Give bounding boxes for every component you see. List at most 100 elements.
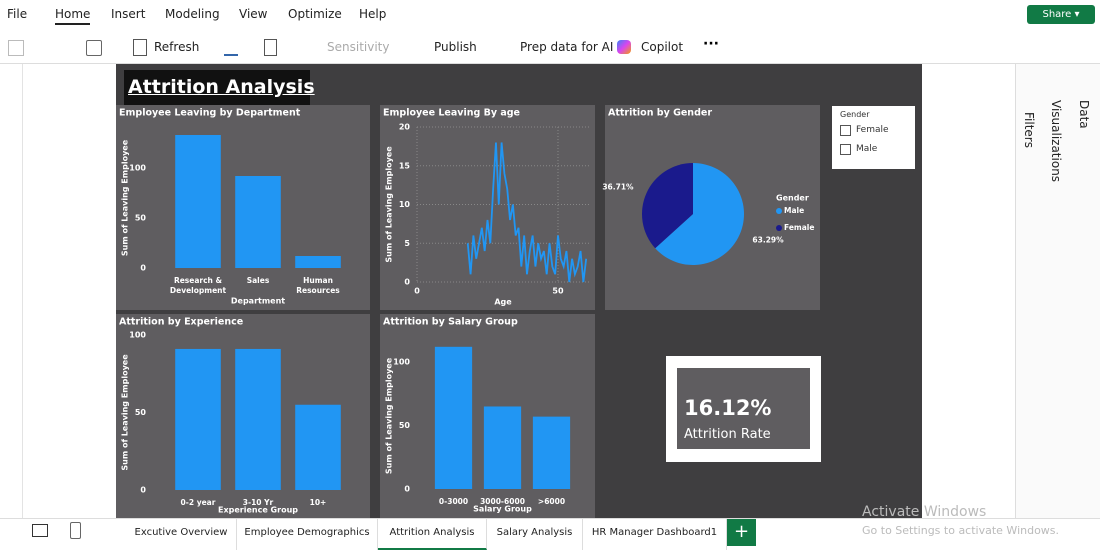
x-tick-label: >6000 <box>537 497 566 506</box>
menu-item[interactable]: Modeling <box>165 7 220 21</box>
chart-title: Attrition by Salary Group <box>383 317 518 328</box>
y-tick-label: 50 <box>135 408 147 417</box>
page-tab[interactable]: Excutive Overview <box>126 518 237 550</box>
copilot-button[interactable]: Copilot <box>641 40 684 54</box>
y-tick-label: 100 <box>393 358 410 367</box>
menu-bar <box>0 0 1100 31</box>
menu-item[interactable]: Insert <box>111 7 146 21</box>
bar <box>295 404 341 490</box>
legend-swatch <box>776 208 782 214</box>
more-button[interactable]: ··· <box>703 36 719 52</box>
slicer-option[interactable]: Female <box>856 125 889 135</box>
data-label: 36.71% <box>602 183 634 192</box>
card-value: 16.12% <box>684 396 772 420</box>
x-tick-label: 10+ <box>309 498 327 507</box>
x-axis-label: Experience Group <box>218 506 298 515</box>
page-title: Attrition Analysis <box>128 76 315 98</box>
menu-item[interactable]: Optimize <box>288 7 342 21</box>
menu-item[interactable]: View <box>239 7 268 21</box>
share-label: Share <box>1042 9 1072 20</box>
data-label: 63.29% <box>752 235 784 244</box>
legend-label: Female <box>784 223 814 232</box>
pie-slice <box>655 162 745 265</box>
page-tab[interactable]: Salary Analysis <box>487 518 583 550</box>
bar <box>434 346 473 489</box>
menu-item[interactable]: Help <box>359 7 387 21</box>
x-tick-label: Human Resources <box>296 276 340 295</box>
y-tick-label: 15 <box>399 161 411 170</box>
x-axis-label: Department <box>231 297 285 306</box>
legend-label: Male <box>784 206 804 215</box>
checkbox[interactable] <box>840 144 851 155</box>
x-tick-label: 3-10 Yr <box>242 498 274 507</box>
pane-label[interactable]: Filters <box>1022 112 1036 148</box>
y-axis-label: Sum of Leaving Employee <box>121 354 130 471</box>
charts: Employee Leaving by Department050100Sum … <box>116 105 820 518</box>
x-tick-label: Sales <box>246 276 270 285</box>
bar <box>175 135 221 268</box>
y-tick-label: 0 <box>140 264 146 273</box>
calc-icon[interactable] <box>264 39 277 56</box>
prep-button[interactable]: Prep data for AI <box>520 40 614 54</box>
watermark-text: Go to Settings to activate Windows. <box>862 524 1060 537</box>
chart-title: Employee Leaving By age <box>383 108 520 119</box>
paste-icon <box>8 40 24 56</box>
x-tick-label: Research & Development <box>169 276 227 295</box>
y-tick-label: 20 <box>399 123 411 132</box>
y-tick-label: 50 <box>399 421 411 430</box>
y-tick-label: 0 <box>140 486 146 495</box>
y-tick-label: 100 <box>129 164 146 173</box>
refresh-button[interactable]: Refresh <box>154 40 200 54</box>
bar <box>235 348 281 490</box>
visual-background <box>380 105 595 310</box>
x-tick-label: 0-3000 <box>438 497 469 506</box>
refresh-icon <box>133 39 147 56</box>
publish-button[interactable]: Publish <box>434 40 477 54</box>
bar <box>483 406 522 489</box>
slicer <box>832 106 915 169</box>
menu-item[interactable]: File <box>7 7 28 21</box>
data-icon[interactable] <box>86 40 102 56</box>
chart-title: Attrition by Gender <box>608 108 712 119</box>
x-tick-label: 3000-6000 <box>480 497 525 506</box>
page-tab[interactable]: Attrition Analysis <box>378 518 487 550</box>
visual-icon[interactable] <box>224 39 238 56</box>
pie-slice <box>642 163 693 249</box>
x-tick-label: 0-2 year <box>180 498 216 507</box>
y-tick-label: 10 <box>399 200 411 209</box>
chart-title: Attrition by Experience <box>119 317 243 328</box>
y-axis-label: Sum of Leaving Employee <box>121 139 130 256</box>
divider <box>0 63 1100 64</box>
copilot-icon <box>617 40 631 54</box>
x-tick-label: 0 <box>414 287 420 296</box>
add-page[interactable]: + <box>727 519 756 546</box>
bar <box>235 176 281 268</box>
y-tick-label: 5 <box>404 239 410 248</box>
checkbox[interactable] <box>840 125 851 136</box>
mobile-view[interactable] <box>70 522 81 539</box>
desktop-view[interactable] <box>32 524 48 537</box>
menu-item[interactable]: Home <box>55 7 91 25</box>
slicer-option[interactable]: Male <box>856 144 878 154</box>
page-tab[interactable]: Employee Demographics <box>237 518 378 550</box>
pane-label[interactable]: Data <box>1077 100 1091 129</box>
bar <box>532 416 571 489</box>
tab-bar <box>0 518 1100 553</box>
chart-title: Employee Leaving by Department <box>119 108 301 119</box>
page-tab[interactable]: HR Manager Dashboard1 <box>583 518 727 550</box>
card-inner <box>677 368 810 449</box>
x-tick-label: 50 <box>552 287 564 296</box>
y-axis-label: Sum of Leaving Employee <box>385 146 394 263</box>
y-tick-label: 0 <box>404 278 410 287</box>
y-axis-label: Sum of Leaving Employee <box>385 357 394 474</box>
x-axis-label: Age <box>494 298 512 307</box>
line <box>466 142 588 283</box>
title-box <box>124 70 310 105</box>
slicer-title: Gender <box>840 110 870 119</box>
sensitivity-button[interactable]: Sensitivity <box>327 40 390 54</box>
left-rail <box>0 64 23 518</box>
share-button[interactable]: Share ▾ <box>1027 5 1095 24</box>
x-axis-label: Salary Group <box>473 505 532 514</box>
pane-label[interactable]: Visualizations <box>1049 100 1063 183</box>
